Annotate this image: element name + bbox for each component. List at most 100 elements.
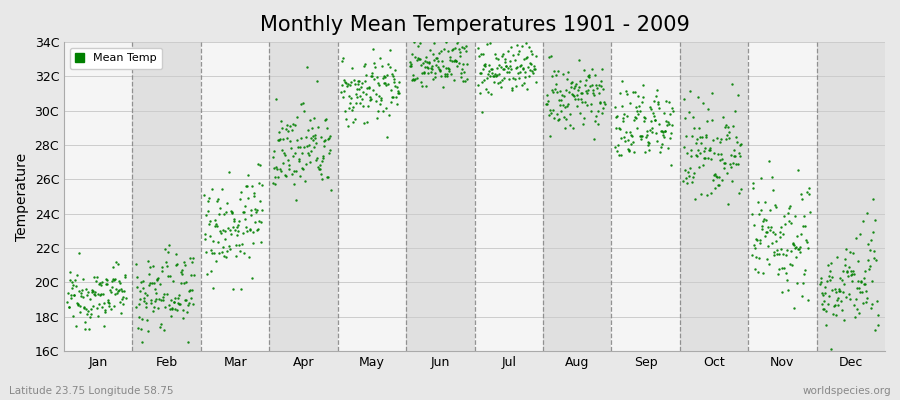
Point (636, 114, 651, 120)
Point (425, 63, 439, 70)
Point (199, 249, 213, 255)
Point (434, 73, 448, 79)
Point (346, 104, 361, 110)
Point (171, 299, 185, 306)
Point (824, 260, 838, 267)
Point (623, 100, 637, 106)
Point (300, 143, 314, 149)
Point (246, 240, 260, 246)
Point (790, 232, 805, 239)
Point (277, 150, 292, 156)
Point (752, 237, 767, 244)
Point (579, 76, 593, 83)
Point (116, 294, 130, 300)
Point (871, 322, 886, 328)
Point (787, 305, 801, 311)
Point (67, 313, 81, 320)
Point (726, 122, 741, 129)
Point (163, 273, 177, 279)
Point (580, 90, 594, 96)
Point (654, 141, 669, 147)
Point (828, 286, 842, 293)
Point (492, 62, 507, 68)
Point (616, 117, 631, 124)
Point (245, 183, 259, 189)
Point (266, 180, 280, 186)
Point (451, 46, 465, 52)
Point (62, 304, 77, 310)
Point (840, 269, 854, 276)
Point (707, 150, 722, 156)
Point (456, 69, 471, 76)
Point (230, 224, 244, 230)
Point (349, 100, 364, 106)
Point (273, 166, 287, 172)
Point (728, 153, 742, 159)
Point (792, 246, 806, 252)
Point (704, 190, 718, 196)
Point (614, 135, 628, 141)
Point (85, 287, 99, 294)
Point (856, 218, 870, 224)
Point (77, 305, 92, 312)
Point (661, 119, 675, 126)
Point (842, 296, 857, 303)
Point (254, 239, 268, 246)
Point (580, 86, 595, 93)
Point (772, 251, 787, 257)
Point (780, 210, 795, 216)
Point (723, 134, 737, 141)
Point (612, 126, 626, 133)
Point (767, 252, 781, 258)
Point (520, 85, 535, 92)
Point (371, 108, 385, 114)
Point (562, 122, 577, 129)
Point (835, 289, 850, 295)
Point (272, 128, 286, 135)
Point (169, 260, 184, 267)
Point (220, 224, 235, 231)
Point (510, 64, 525, 70)
Point (583, 108, 598, 114)
Point (443, 57, 457, 64)
Point (578, 98, 592, 105)
Point (555, 71, 570, 78)
Point (828, 312, 842, 318)
Point (692, 164, 706, 170)
Point (523, 59, 537, 66)
Point (541, 98, 555, 105)
Point (410, 56, 424, 63)
Point (803, 208, 817, 215)
Point (78, 319, 93, 326)
Point (765, 187, 779, 193)
Point (184, 258, 199, 265)
Point (472, 70, 487, 76)
Point (202, 195, 216, 202)
Point (230, 232, 244, 238)
Point (346, 119, 360, 125)
Point (776, 231, 790, 238)
Point (778, 270, 793, 277)
Point (161, 242, 176, 248)
Point (198, 231, 212, 237)
Point (235, 241, 249, 247)
Point (775, 289, 789, 295)
Point (798, 267, 813, 273)
Point (135, 316, 149, 322)
Point (503, 63, 517, 69)
Point (619, 129, 634, 136)
Point (502, 68, 517, 75)
Point (802, 191, 816, 198)
Point (508, 76, 522, 82)
Point (716, 177, 730, 183)
Point (147, 280, 161, 286)
Point (551, 117, 565, 123)
Point (471, 82, 485, 88)
Point (291, 137, 305, 143)
Point (106, 303, 121, 309)
Point (556, 113, 571, 120)
Point (277, 172, 292, 178)
Point (412, 56, 427, 62)
Point (446, 46, 460, 52)
Point (358, 78, 373, 84)
